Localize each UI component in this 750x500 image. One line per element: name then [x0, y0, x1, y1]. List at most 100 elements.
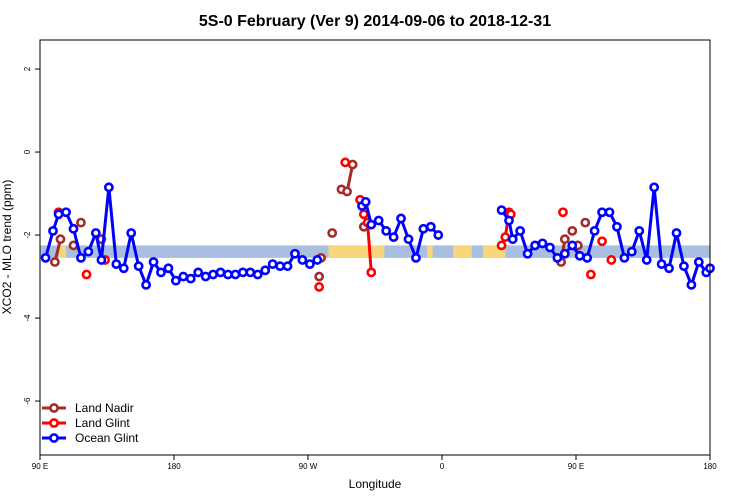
- data-point: [290, 248, 300, 259]
- x-axis-label: Longitude: [349, 477, 402, 491]
- data-point: [111, 259, 122, 269]
- data-point: [585, 269, 596, 280]
- data-point: [237, 267, 248, 278]
- data-point: [567, 240, 578, 251]
- legend-marker: [49, 418, 59, 428]
- data-point: [558, 207, 568, 218]
- data-point: [312, 255, 323, 265]
- data-point: [170, 275, 181, 286]
- data-point: [530, 240, 540, 251]
- legend-label: Ocean Glint: [75, 431, 139, 445]
- y-tick-label: -2: [23, 231, 32, 239]
- data-point: [425, 221, 436, 232]
- data-point: [163, 263, 174, 274]
- chart-title: 5S-0 February (Ver 9) 2014-09-06 to 2018…: [199, 13, 551, 30]
- data-point: [178, 271, 189, 282]
- data-point: [156, 267, 166, 278]
- data-point: [693, 257, 704, 267]
- data-point: [148, 257, 159, 267]
- plot-frame: [39, 39, 711, 456]
- series-ocean-glint: [40, 182, 715, 290]
- data-point: [81, 269, 92, 280]
- data-point: [606, 255, 617, 265]
- data-point: [589, 225, 600, 236]
- data-point: [522, 248, 533, 259]
- y-tick-label: -4: [23, 314, 32, 322]
- data-point: [411, 252, 421, 263]
- x-tick-label: 90 E: [32, 462, 48, 471]
- data-point: [76, 217, 86, 228]
- legend-entry: Land Nadir: [42, 401, 134, 415]
- data-point: [185, 273, 196, 284]
- data-point: [133, 261, 144, 272]
- data-point: [671, 228, 682, 238]
- data-point: [76, 252, 86, 263]
- data-point: [358, 209, 369, 220]
- data-point: [537, 238, 548, 249]
- data-point: [48, 225, 58, 236]
- data-point: [515, 225, 526, 236]
- data-point: [567, 225, 578, 236]
- data-point: [360, 196, 371, 207]
- data-point: [679, 261, 689, 272]
- data-point: [366, 267, 377, 278]
- data-point: [96, 255, 107, 265]
- data-point: [53, 209, 64, 220]
- legend-entry: Ocean Glint: [42, 431, 139, 445]
- band-highlight: [427, 245, 433, 258]
- data-point: [619, 252, 630, 263]
- data-point: [500, 232, 511, 243]
- data-point: [327, 228, 338, 238]
- data-point: [641, 255, 652, 265]
- data-point: [582, 252, 593, 263]
- data-point: [403, 234, 414, 245]
- data-point: [314, 282, 325, 292]
- data-point: [252, 269, 263, 280]
- data-point: [193, 267, 204, 278]
- y-axis-label: XCO2 - MLO trend (ppm): [0, 180, 14, 315]
- data-point: [496, 240, 507, 251]
- data-point: [49, 257, 60, 267]
- data-point: [118, 263, 129, 274]
- data-point: [373, 215, 384, 226]
- data-point: [612, 221, 622, 232]
- band-highlight: [328, 245, 385, 258]
- data-point: [496, 205, 507, 216]
- data-point: [580, 217, 591, 228]
- reference-band: [40, 245, 710, 258]
- data-point: [656, 259, 667, 269]
- data-point: [126, 228, 137, 238]
- x-tick-label: 90 E: [568, 462, 584, 471]
- data-point: [200, 271, 211, 282]
- data-point: [208, 269, 218, 280]
- data-point: [686, 279, 697, 290]
- x-tick-label: 0: [440, 462, 445, 471]
- data-point: [545, 242, 555, 253]
- data-point: [304, 259, 315, 269]
- data-point: [559, 248, 570, 259]
- data-point: [40, 252, 51, 263]
- data-point: [103, 182, 114, 193]
- data-point: [552, 252, 563, 263]
- series-layer: [40, 157, 715, 292]
- data-point: [297, 255, 308, 265]
- data-point: [90, 228, 101, 238]
- band-highlight: [58, 245, 67, 258]
- data-point: [396, 213, 406, 224]
- data-point: [366, 219, 377, 230]
- data-point: [418, 223, 429, 234]
- legend-label: Land Glint: [75, 416, 130, 430]
- data-point: [634, 225, 645, 236]
- data-point: [61, 207, 71, 218]
- data-point: [507, 234, 518, 245]
- data-point: [267, 259, 278, 269]
- data-point: [68, 223, 79, 234]
- data-point: [260, 265, 271, 276]
- band-highlight: [453, 245, 472, 258]
- y-tick-label: 2: [23, 66, 32, 71]
- data-point: [230, 269, 241, 280]
- x-tick-label: 180: [167, 462, 181, 471]
- data-point: [597, 236, 607, 247]
